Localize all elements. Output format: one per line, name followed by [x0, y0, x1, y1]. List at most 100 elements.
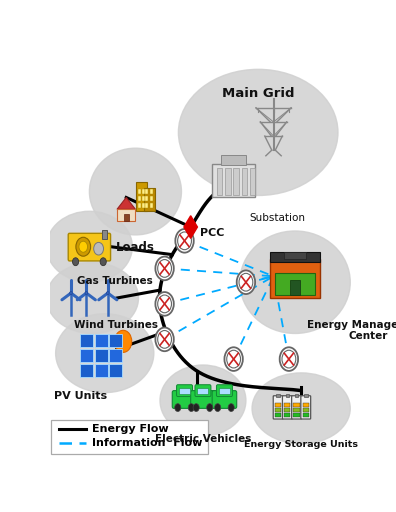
Bar: [95, 364, 107, 377]
Circle shape: [280, 347, 298, 371]
Text: Information  Flow: Information Flow: [93, 438, 203, 447]
Circle shape: [175, 229, 194, 252]
Circle shape: [94, 242, 103, 255]
Ellipse shape: [240, 231, 350, 333]
Text: PV Units: PV Units: [53, 391, 107, 400]
Bar: [142, 196, 145, 201]
Bar: [95, 349, 107, 362]
Bar: [179, 388, 190, 394]
Text: Main Grid: Main Grid: [222, 87, 295, 100]
Circle shape: [225, 347, 243, 371]
Bar: [275, 273, 315, 295]
Bar: [270, 252, 320, 262]
FancyBboxPatch shape: [68, 233, 110, 261]
Text: Substation: Substation: [249, 213, 305, 223]
Circle shape: [215, 403, 221, 412]
Bar: [303, 413, 309, 417]
Bar: [136, 182, 147, 211]
Ellipse shape: [89, 148, 181, 235]
Bar: [290, 280, 300, 295]
Bar: [250, 168, 255, 196]
Circle shape: [193, 403, 199, 412]
Bar: [142, 203, 145, 208]
Bar: [95, 334, 107, 347]
Text: Gas Turbines: Gas Turbines: [77, 276, 153, 286]
Text: PCC: PCC: [200, 228, 224, 238]
Circle shape: [72, 258, 79, 266]
Bar: [137, 196, 141, 201]
Ellipse shape: [55, 314, 154, 393]
Bar: [137, 189, 141, 194]
Bar: [145, 196, 148, 201]
Bar: [198, 388, 208, 394]
Text: Energy Management
Center: Energy Management Center: [307, 319, 396, 342]
FancyBboxPatch shape: [217, 385, 232, 396]
Circle shape: [188, 403, 194, 412]
Bar: [293, 408, 300, 412]
Circle shape: [107, 291, 109, 295]
Bar: [80, 334, 93, 347]
Bar: [225, 168, 230, 196]
Bar: [293, 403, 300, 407]
Bar: [275, 403, 281, 407]
Text: Loads: Loads: [116, 241, 155, 254]
FancyBboxPatch shape: [282, 396, 292, 419]
Bar: [150, 189, 152, 194]
Bar: [137, 203, 141, 208]
Circle shape: [85, 291, 88, 295]
FancyBboxPatch shape: [273, 396, 283, 419]
Circle shape: [100, 258, 106, 266]
Ellipse shape: [46, 263, 139, 333]
Bar: [275, 408, 281, 412]
Circle shape: [228, 403, 234, 412]
Ellipse shape: [178, 69, 338, 196]
Bar: [80, 364, 93, 377]
FancyBboxPatch shape: [195, 385, 211, 396]
Bar: [276, 394, 280, 396]
Bar: [109, 349, 122, 362]
Bar: [233, 168, 239, 196]
Text: Electric Vehicles: Electric Vehicles: [155, 434, 251, 444]
Circle shape: [76, 237, 91, 256]
Bar: [109, 334, 122, 347]
Polygon shape: [117, 198, 135, 209]
Bar: [284, 413, 290, 417]
Ellipse shape: [252, 373, 350, 444]
Circle shape: [175, 403, 181, 412]
Bar: [284, 408, 290, 412]
Text: Energy Flow: Energy Flow: [93, 424, 169, 434]
Bar: [117, 209, 135, 221]
Bar: [144, 187, 155, 211]
Bar: [217, 168, 222, 196]
Ellipse shape: [160, 365, 246, 436]
Bar: [303, 403, 309, 407]
Bar: [286, 394, 289, 396]
Bar: [145, 189, 148, 194]
Bar: [150, 196, 152, 201]
Bar: [270, 259, 320, 298]
Circle shape: [70, 291, 72, 295]
Bar: [145, 203, 148, 208]
Bar: [150, 203, 152, 208]
FancyBboxPatch shape: [212, 391, 237, 409]
Polygon shape: [184, 216, 198, 238]
FancyBboxPatch shape: [291, 396, 301, 419]
Circle shape: [237, 270, 255, 294]
Bar: [221, 155, 246, 165]
FancyBboxPatch shape: [172, 391, 197, 409]
Ellipse shape: [46, 211, 132, 282]
Bar: [80, 349, 93, 362]
Bar: [275, 413, 281, 417]
Circle shape: [155, 257, 174, 280]
FancyBboxPatch shape: [212, 164, 255, 198]
Circle shape: [114, 330, 132, 352]
Bar: [284, 403, 290, 407]
Text: Energy Storage Units: Energy Storage Units: [244, 440, 358, 449]
FancyBboxPatch shape: [191, 391, 215, 409]
Bar: [142, 189, 145, 194]
Bar: [109, 364, 122, 377]
Text: Wind Turbines: Wind Turbines: [74, 319, 158, 330]
Circle shape: [207, 403, 213, 412]
Bar: [295, 394, 299, 396]
Bar: [284, 252, 306, 260]
